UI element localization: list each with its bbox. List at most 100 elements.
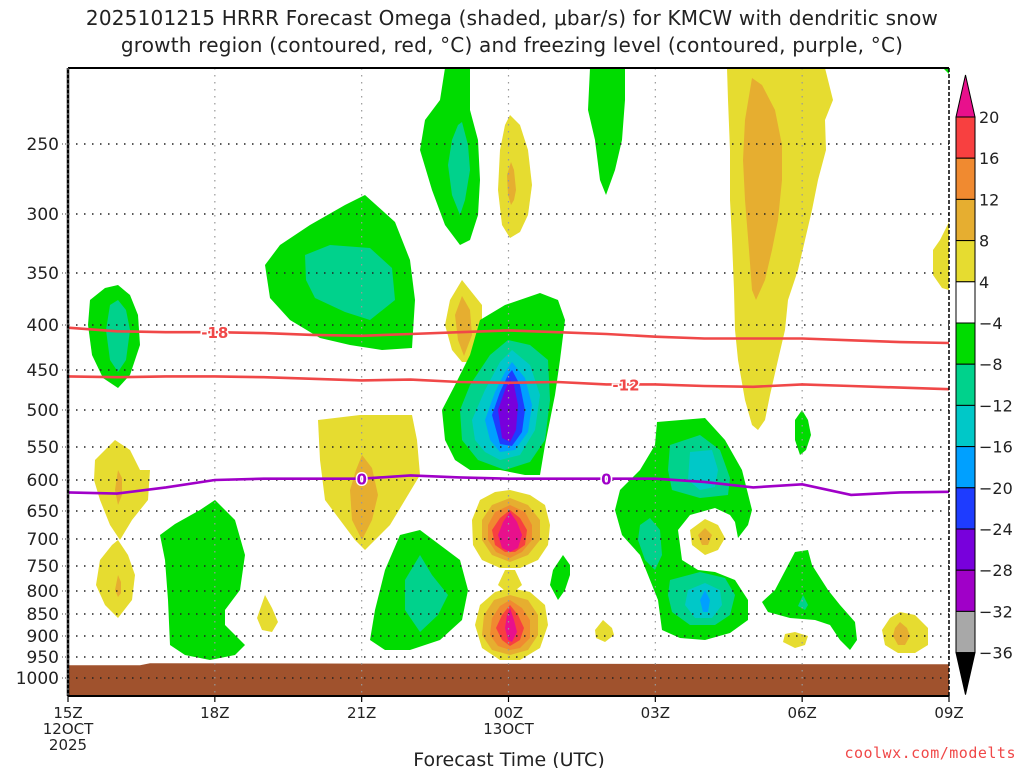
x-axis-label: Forecast Time (UTC) <box>413 749 604 768</box>
colorbar-min-arrow <box>955 652 976 695</box>
temperature-contours: -18 -12 0 0 <box>68 323 949 497</box>
colorbar-bin <box>955 363 976 406</box>
colorbar-bin <box>955 157 976 200</box>
colorbar-label: −24 <box>979 520 1013 539</box>
colorbar-bin <box>955 322 976 365</box>
omega-region <box>505 608 517 642</box>
omega-region <box>507 162 516 205</box>
colorbar-bin <box>955 116 976 159</box>
contour-label: 0 <box>356 471 366 489</box>
omega-region <box>106 300 130 372</box>
y-tick-label: 400 <box>27 316 59 336</box>
contour-label: 0 <box>601 471 611 489</box>
y-tick-label: 450 <box>27 361 59 381</box>
colorbar-bin <box>955 240 976 283</box>
omega-region <box>727 68 833 430</box>
y-tick-label: 250 <box>27 135 59 155</box>
colorbar-bin <box>955 487 976 530</box>
omega-region <box>257 595 278 632</box>
omega-region <box>160 500 245 660</box>
colorbar-label: −36 <box>979 644 1013 663</box>
omega-region <box>688 450 718 490</box>
omega-region <box>550 555 570 600</box>
omega-region <box>588 68 625 195</box>
omega-region <box>305 245 395 320</box>
omega-region <box>350 455 378 540</box>
colorbar-label: 12 <box>979 190 999 209</box>
x-tick-label: 09Z <box>934 704 963 722</box>
y-tick-label: 800 <box>27 582 59 602</box>
y-tick-label: 850 <box>27 605 59 625</box>
omega-region <box>698 528 712 545</box>
omega-region <box>498 570 522 595</box>
colorbar-bin <box>955 198 976 242</box>
colorbar-label: 16 <box>979 149 999 168</box>
omega-region <box>455 296 472 356</box>
omega-region <box>498 512 522 552</box>
omega-region <box>405 555 448 632</box>
y-tick-label: 900 <box>27 627 59 647</box>
omega-shading <box>88 68 949 660</box>
omega-region <box>96 540 135 618</box>
contour-label: -12 <box>612 376 639 394</box>
x-tick-label: 03Z <box>641 704 670 722</box>
colorbar-bin <box>955 528 976 571</box>
omega-region <box>743 78 782 300</box>
x-tick-date: 12OCT <box>43 720 94 738</box>
omega-region <box>762 550 857 650</box>
omega-region <box>943 68 949 74</box>
x-tick-year: 2025 <box>49 736 87 754</box>
omega-region <box>638 518 662 570</box>
ground-terrain <box>68 663 949 696</box>
y-tick-label: 950 <box>27 648 59 668</box>
colorbar-label: −16 <box>979 438 1013 457</box>
colorbar-label: −20 <box>979 479 1013 498</box>
chart-title-line-1: 2025101215 HRRR Forecast Omega (shaded, … <box>85 6 939 30</box>
x-tick-label: 15Z <box>53 704 82 722</box>
y-tick-label: 650 <box>27 502 59 522</box>
omega-region <box>448 122 470 215</box>
omega-region <box>893 622 910 645</box>
y-tick-label: 700 <box>27 530 59 550</box>
omega-region <box>498 115 532 238</box>
x-tick-label: 18Z <box>200 704 229 722</box>
x-tick-date: 13OCT <box>483 720 534 738</box>
colorbar-label: 20 <box>979 108 999 127</box>
y-tick-label: 500 <box>27 401 59 421</box>
y-tick-label: 350 <box>27 264 59 284</box>
y-tick-label: 750 <box>27 557 59 577</box>
credit-link[interactable]: coolwx.com/modelts <box>844 744 1016 762</box>
contour-line <box>68 474 949 497</box>
colorbar-legend: 20 16 12 8 4 −4 −8 −12 −16 −20 −24 −28 −32 −36 <box>955 74 1013 695</box>
colorbar-label: −4 <box>979 314 1003 333</box>
x-tick-label: 06Z <box>787 704 816 722</box>
colorbar-label: −12 <box>979 396 1013 415</box>
colorbar-label: 4 <box>979 273 989 292</box>
colorbar-label: −32 <box>979 602 1013 621</box>
contour-line <box>68 375 949 391</box>
y-tick-label: 550 <box>27 438 59 458</box>
colorbar-label: −8 <box>979 355 1003 374</box>
colorbar-bin <box>955 446 976 489</box>
omega-region <box>933 222 949 290</box>
y-axis: 2503003504004505005506006507007508008509… <box>16 135 68 689</box>
omega-region <box>798 595 808 610</box>
omega-region <box>595 620 614 642</box>
omega-region <box>115 470 122 505</box>
contour-label: -18 <box>201 324 228 342</box>
colorbar-max-arrow <box>955 74 976 118</box>
contour-line <box>68 326 949 345</box>
colorbar-bin <box>955 610 976 654</box>
x-tick-label: 21Z <box>347 704 376 722</box>
y-tick-label: 1000 <box>16 669 59 689</box>
colorbar-bin <box>955 281 976 324</box>
omega-region <box>700 590 710 612</box>
chart-title-line-2: growth region (contoured, red, °C) and f… <box>120 33 904 57</box>
omega-region <box>783 632 808 648</box>
omega-region <box>795 410 811 455</box>
colorbar-bin <box>955 569 976 612</box>
y-tick-label: 300 <box>27 205 59 225</box>
y-tick-label: 600 <box>27 471 59 491</box>
